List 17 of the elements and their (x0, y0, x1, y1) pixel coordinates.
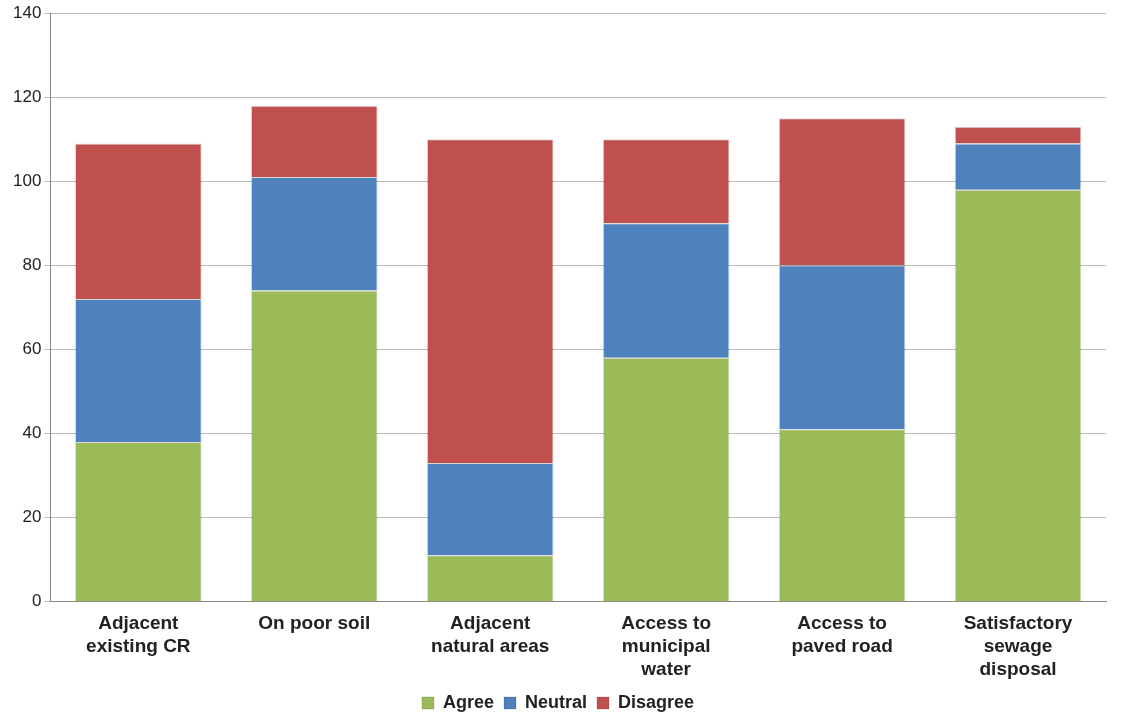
y-tick-label: 140 (12, 2, 42, 22)
y-tick-label: 100 (12, 171, 42, 190)
x-tick-label: Adjacent natural areas (431, 612, 550, 657)
legend-label: Disagree (618, 691, 695, 712)
y-tick-label: 40 (22, 423, 42, 443)
y-tick-label: 80 (22, 255, 42, 275)
legend-label: Neutral (524, 691, 587, 712)
x-tick-label: On poor soil (258, 612, 371, 634)
x-tick-label: Satisfactory sewage disposal (963, 612, 1073, 679)
y-tick-label: 0 (31, 591, 42, 611)
x-tick-label: Access to paved road (791, 612, 893, 657)
x-tick-label: Access to municipal water (621, 612, 712, 679)
y-tick-label: 60 (22, 339, 42, 359)
y-tick-label: 20 (22, 507, 42, 527)
y-tick-label: 120 (12, 86, 42, 106)
legend-label: Agree (442, 691, 494, 712)
x-tick-label: Adjacent existing CR (86, 612, 191, 657)
